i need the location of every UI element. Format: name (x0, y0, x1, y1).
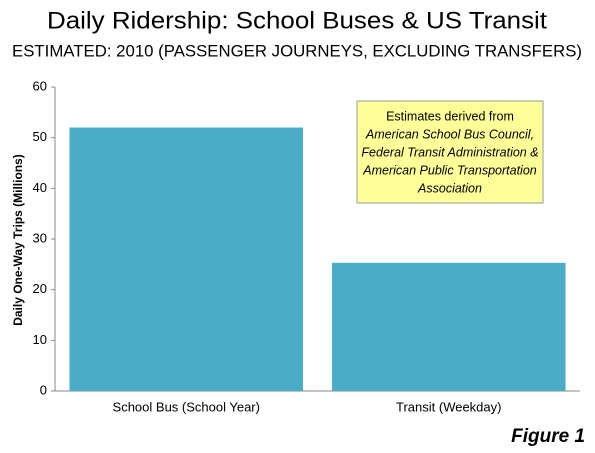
y-tick-label: 60 (33, 78, 47, 93)
annotation-line: Federal Transit Administration & (361, 145, 538, 159)
y-tick-label: 50 (33, 129, 47, 144)
bar (69, 127, 304, 392)
annotation-line: American Public Transportation (362, 163, 537, 177)
annotation-line: Estimates derived from (386, 109, 514, 123)
y-tick-label: 20 (33, 281, 47, 296)
y-axis-label: Daily One-Way Trips (Millions) (11, 154, 25, 326)
y-tick-label: 30 (33, 230, 47, 245)
annotation-line: American School Bus Council, (365, 127, 534, 141)
bar (331, 262, 566, 391)
y-tick-label: 10 (33, 332, 47, 347)
x-tick-label: School Bus (School Year) (113, 399, 260, 414)
y-tick-label: 40 (33, 180, 47, 195)
figure-label: Figure 1 (511, 426, 585, 447)
chart-subtitle: ESTIMATED: 2010 (PASSENGER JOURNEYS, EXC… (12, 41, 582, 60)
chart-title: Daily Ridership: School Buses & US Trans… (47, 7, 547, 34)
x-tick-label: Transit (Weekday) (396, 399, 501, 414)
annotation-box (356, 100, 544, 204)
annotation-line: Association (417, 181, 482, 195)
y-tick-label: 0 (40, 382, 47, 397)
